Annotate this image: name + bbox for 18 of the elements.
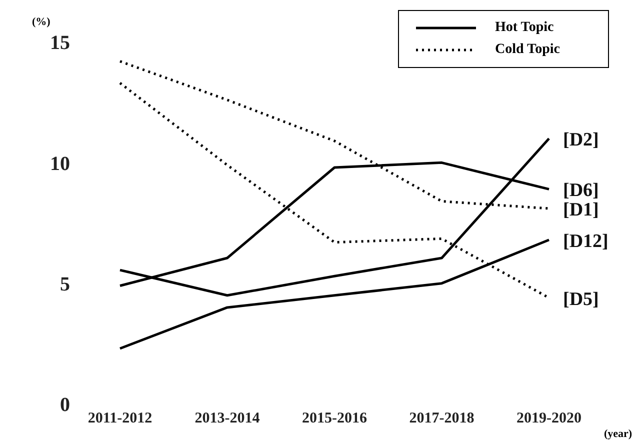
x-tick-label: 2011-2012 <box>88 410 152 427</box>
text: Hot Topic <box>495 20 554 36</box>
x-axis-title: (year) <box>604 428 632 440</box>
series-label: [D5] <box>563 288 599 310</box>
y-tick-label: 10 <box>50 152 70 175</box>
annotation: Cold Topic <box>495 42 560 58</box>
series-label: [D2] <box>563 130 599 151</box>
x-tick-label: 2019-2020 <box>516 410 582 427</box>
series-label: [D1] <box>563 200 599 221</box>
x-tick-label: 2013-2014 <box>194 410 260 427</box>
x-tick-label: 2017-2018 <box>409 410 474 427</box>
y-axis-title: (%) <box>32 16 50 28</box>
y-tick-label: 5 <box>60 273 70 296</box>
x-tick-label: 2015-2016 <box>302 410 368 427</box>
y-tick-label: 15 <box>50 32 70 54</box>
series-label: [D6] <box>563 180 599 202</box>
y-tick-label: 0 <box>60 394 70 416</box>
series-label: [D12] <box>563 230 608 252</box>
